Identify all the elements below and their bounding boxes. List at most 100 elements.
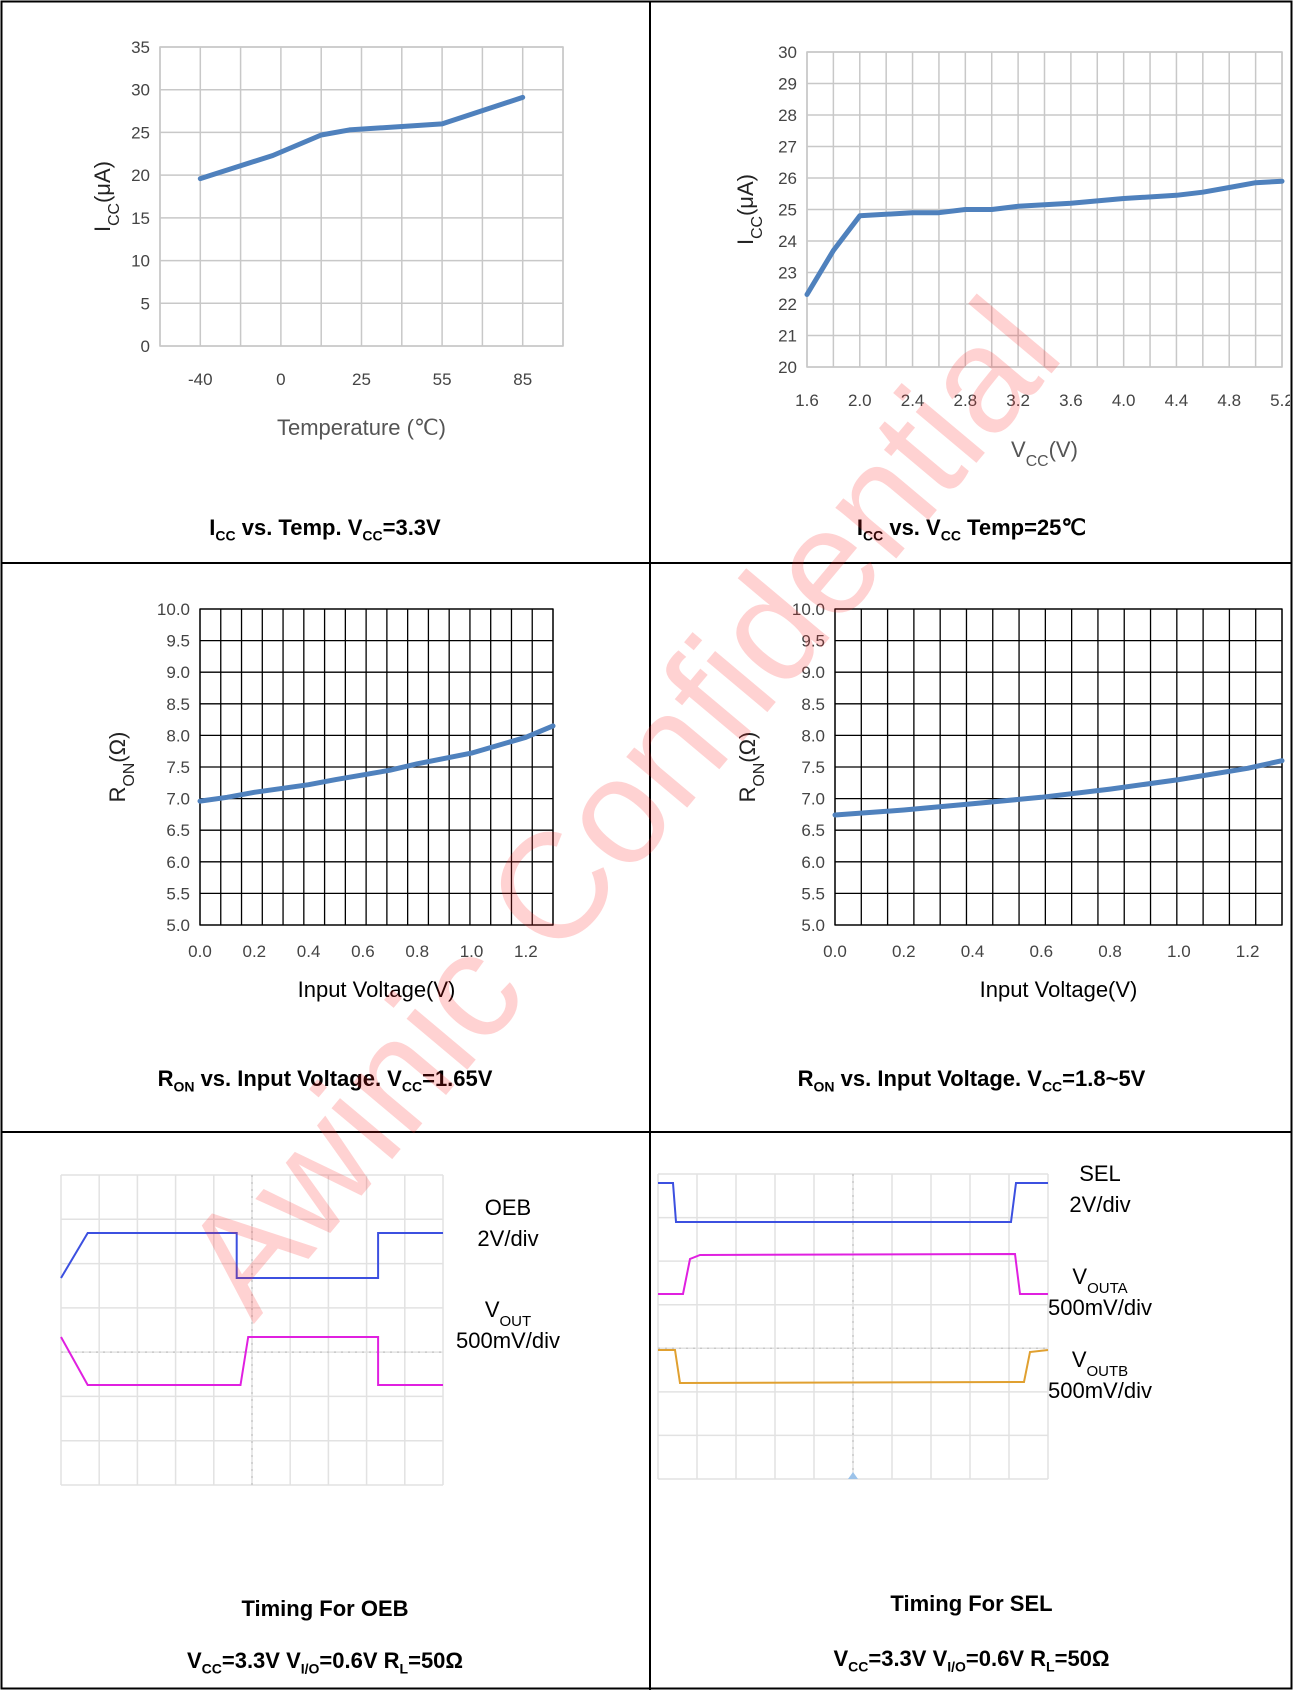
series-line	[197, 94, 526, 182]
y-tick-label: 29	[778, 75, 797, 94]
y-tick-label: 15	[131, 209, 150, 228]
scope-trace-sel	[658, 1182, 1048, 1223]
plot-border	[806, 51, 1283, 368]
y-tick-label: 6.0	[801, 853, 825, 872]
trace-name: SEL	[1079, 1161, 1121, 1186]
trace-scale: 500mV/div	[1048, 1378, 1152, 1403]
caption-ron-18-5v: RON vs. Input Voltage. VCC=1.8~5V	[797, 1066, 1146, 1095]
x-tick-label: 1.6	[795, 391, 819, 410]
y-tick-label: 20	[778, 358, 797, 377]
scope-trace-outb	[658, 1349, 1049, 1385]
scope-trace-0	[60, 1232, 443, 1279]
x-tick-label: 85	[513, 370, 532, 389]
x-tick-label: 0.4	[961, 942, 985, 961]
y-tick-label: 8.0	[166, 726, 190, 745]
caption-timing-sel: Timing For SEL	[890, 1591, 1053, 1616]
x-tick-label: 4.8	[1217, 391, 1241, 410]
trace-scale: 500mV/div	[1048, 1295, 1152, 1320]
y-tick-label: 5.5	[801, 884, 825, 903]
x-tick-label: 1.0	[460, 942, 484, 961]
x-tick-label: 5.2	[1270, 391, 1290, 410]
x-tick-label: 4.0	[1112, 391, 1136, 410]
trace-scale: 2V/div	[1069, 1192, 1130, 1217]
x-tick-label: 0.2	[242, 942, 266, 961]
x-tick-label: 55	[433, 370, 452, 389]
chart-ron-vs-input-165v: 5.0 5.5 6.0 6.5 7.0 7.5 8.0 8.5 9.0 9.5 10.0 0.0 0.2…	[105, 600, 556, 1002]
trace-name: VOUTA	[1072, 1264, 1127, 1297]
y-tick-label: 6.5	[166, 821, 190, 840]
series-line	[197, 723, 556, 804]
y-tick-label: 21	[778, 327, 797, 346]
y-tick-label: 23	[778, 264, 797, 283]
y-tick-label: 6.5	[801, 821, 825, 840]
trace-name: OEB	[485, 1195, 531, 1220]
y-tick-label: 8.5	[801, 695, 825, 714]
caption-icc-vs-vcc: ICC vs. VCC Temp=25℃	[856, 515, 1087, 544]
trigger-marker	[848, 1472, 858, 1479]
x-tick-label: 0	[276, 370, 285, 389]
plot-border	[199, 608, 554, 926]
x-tick-label: 0.0	[823, 942, 847, 961]
x-tick-label: 2.4	[901, 391, 925, 410]
caption-ron-165v: RON vs. Input Voltage. VCC=1.65V	[157, 1066, 493, 1095]
chart-icc-vs-temperature: 0 5 10 15 20 25 30 35 -40 0 25 55 85 Temperature (℃) I…	[90, 38, 564, 440]
y-tick-label: 6.0	[166, 853, 190, 872]
chart-icc-vs-vcc: 20 21 22 23 24 25 26 27 28 29 30 1.6 2.0 2.4 2.8 3.2 3.6…	[733, 43, 1290, 470]
x-axis-label: VCC(V)	[1011, 437, 1078, 470]
plot-border	[159, 46, 564, 347]
y-axis-label: RON(Ω)	[735, 732, 768, 803]
y-tick-label: 9.5	[801, 632, 825, 651]
scope-trace-outa	[658, 1252, 1048, 1295]
x-tick-label: -40	[188, 370, 213, 389]
scope-timebase: 1.5us / div	[850, 1523, 950, 1527]
x-tick-label: 0.2	[892, 942, 916, 961]
y-tick-label: 5	[141, 294, 150, 313]
trace-scale: 500mV/div	[456, 1328, 560, 1353]
trace-scale: 2V/div	[477, 1226, 538, 1251]
y-tick-label: 27	[778, 138, 797, 157]
y-axis-label: RON(Ω)	[105, 732, 138, 803]
y-tick-label: 25	[778, 201, 797, 220]
y-tick-label: 26	[778, 169, 797, 188]
trace-name: VOUTB	[1072, 1347, 1128, 1380]
x-tick-label: 0.6	[351, 942, 375, 961]
y-tick-label: 25	[131, 123, 150, 142]
x-tick-label: 1.0	[1167, 942, 1191, 961]
y-tick-label: 7.5	[801, 758, 825, 777]
caption-timing-oeb: Timing For OEB	[241, 1596, 409, 1621]
y-tick-label: 7.0	[166, 790, 190, 809]
scope-timing-sel: SEL2V/divVOUTA500mV/divVOUTB500mV/div1.5…	[657, 1161, 1152, 1527]
y-tick-label: 10.0	[157, 600, 190, 619]
y-tick-label: 9.0	[166, 663, 190, 682]
x-tick-label: 0.0	[188, 942, 212, 961]
y-tick-label: 10.0	[792, 600, 825, 619]
x-tick-label: 0.6	[1029, 942, 1053, 961]
chart-ron-vs-input-18-5v: 5.0 5.5 6.0 6.5 7.0 7.5 8.0 8.5 9.0 9.5 10.0 0.0 0.2…	[735, 600, 1285, 1002]
x-tick-label: 0.4	[297, 942, 321, 961]
x-tick-label: 4.4	[1165, 391, 1189, 410]
y-tick-label: 0	[141, 337, 150, 356]
plot-border	[834, 608, 1283, 926]
series-line	[804, 178, 1285, 297]
y-axis-label: ICC(μA)	[733, 174, 766, 245]
y-axis-label: ICC(μA)	[90, 161, 123, 232]
caption-icc-vs-temp: ICC vs. Temp. VCC=3.3V	[209, 515, 441, 544]
x-axis-label: Temperature (℃)	[277, 415, 446, 440]
y-tick-label: 8.5	[166, 695, 190, 714]
y-tick-label: 20	[131, 166, 150, 185]
x-tick-label: 2.0	[848, 391, 872, 410]
x-tick-label: 1.2	[514, 942, 538, 961]
y-tick-label: 30	[778, 43, 797, 62]
y-tick-label: 35	[131, 38, 150, 57]
y-tick-label: 5.0	[166, 916, 190, 935]
x-tick-label: 0.8	[1098, 942, 1122, 961]
y-tick-label: 24	[778, 232, 797, 251]
y-tick-label: 8.0	[801, 726, 825, 745]
x-tick-label: 2.8	[954, 391, 978, 410]
x-tick-label: 25	[352, 370, 371, 389]
x-tick-label: 0.8	[405, 942, 429, 961]
caption-conditions-sel: VCC=3.3V VI/O=0.6V RL=50Ω	[833, 1646, 1110, 1675]
y-tick-label: 22	[778, 295, 797, 314]
